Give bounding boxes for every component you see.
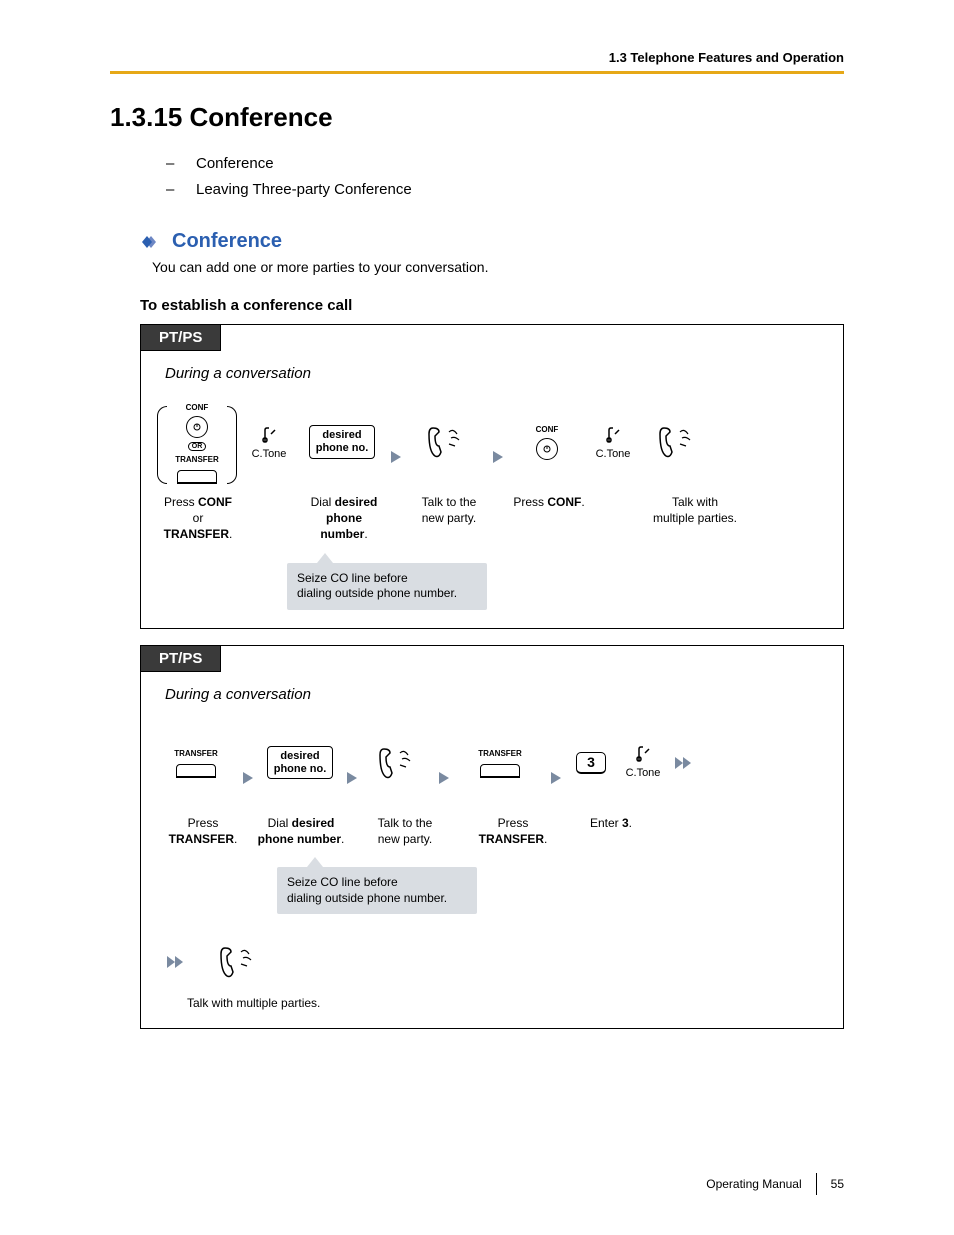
list-item: –Leaving Three-party Conference <box>166 177 844 203</box>
transfer-label: TRANSFER <box>478 749 522 758</box>
ctone-label: C.Tone <box>626 767 661 779</box>
caption: Enter 3. <box>581 815 641 831</box>
caption: Talk withmultiple parties. <box>645 494 745 526</box>
footer: Operating Manual 55 <box>706 1173 844 1195</box>
tone-icon <box>633 743 653 767</box>
bracket-icon <box>227 406 237 484</box>
talk-icon <box>376 743 420 783</box>
list-item: –Conference <box>166 151 844 177</box>
talk-icon <box>217 942 261 982</box>
caption: Press CONF. <box>513 494 585 510</box>
arrow-icon <box>389 449 403 465</box>
sub-heading: Conference <box>172 230 282 253</box>
bracket-icon <box>157 406 167 484</box>
flow-context: During a conversation <box>165 686 827 703</box>
step-dial: desired phone no. <box>301 406 383 484</box>
step-conf-or-transfer: CONF OR TRANSFER <box>167 406 227 484</box>
caption: Press TRANSFER. <box>463 815 563 847</box>
or-badge: OR <box>188 442 207 451</box>
step-ctone: C.Tone <box>243 424 295 460</box>
transfer-label: TRANSFER <box>174 749 218 758</box>
step-transfer: TRANSFER <box>457 727 543 805</box>
flow-context: During a conversation <box>165 365 827 382</box>
callout: Seize CO line before dialing outside pho… <box>277 867 477 914</box>
continue-arrow-icon <box>165 954 187 970</box>
arrow-icon <box>241 770 255 786</box>
arrow-icon <box>549 770 563 786</box>
ctone-label: C.Tone <box>252 448 287 460</box>
flow-box-1: PT/PS During a conversation CONF OR TRAN… <box>140 324 844 629</box>
step-conf: CONF <box>511 406 583 484</box>
caption: Talk with multiple parties. <box>187 996 827 1010</box>
conf-button-icon <box>536 438 558 460</box>
caption: Talk to thenew party. <box>411 494 487 526</box>
callout: Seize CO line before dialing outside pho… <box>287 563 487 610</box>
step-ctone: C.Tone <box>619 743 667 779</box>
intro-text: You can add one or more parties to your … <box>152 259 844 275</box>
transfer-label: TRANSFER <box>175 455 219 464</box>
continue-arrow-icon <box>673 755 695 771</box>
step-ctone: C.Tone <box>589 424 637 460</box>
flow-tab: PT/PS <box>141 646 221 672</box>
ctone-label: C.Tone <box>596 448 631 460</box>
arrow-icon <box>345 770 359 786</box>
conf-label: CONF <box>186 403 209 412</box>
bullet-list: –Conference –Leaving Three-party Confere… <box>166 151 844 202</box>
step-dial: desired phone no. <box>261 727 339 805</box>
step-talk-multi <box>643 406 713 484</box>
footer-manual: Operating Manual <box>706 1177 801 1191</box>
arrow-icon <box>491 449 505 465</box>
flow-tab: PT/PS <box>141 325 221 351</box>
caption: Dial desiredphone number. <box>303 494 385 543</box>
caption: Press CONFor TRANSFER. <box>157 494 239 543</box>
digit-key-icon: 3 <box>576 752 606 774</box>
transfer-key-icon <box>176 764 216 778</box>
step-transfer: TRANSFER <box>157 727 235 805</box>
talk-icon <box>656 422 700 462</box>
tone-icon <box>603 424 623 448</box>
arrow-icon <box>437 770 451 786</box>
phone-no-box: desired phone no. <box>267 746 334 779</box>
flow-box-2: PT/PS During a conversation TRANSFER <box>140 645 844 1030</box>
talk-icon <box>425 422 469 462</box>
transfer-key-icon <box>480 764 520 778</box>
tone-icon <box>259 424 279 448</box>
footer-page: 55 <box>831 1177 844 1191</box>
breadcrumb: 1.3 Telephone Features and Operation <box>110 50 844 65</box>
conf-button-icon <box>186 416 208 438</box>
conf-label: CONF <box>536 425 559 434</box>
diamond-icon <box>140 233 162 251</box>
page-title: 1.3.15 Conference <box>110 102 844 133</box>
phone-no-box: desired phone no. <box>309 425 376 458</box>
step-talk <box>409 406 485 484</box>
caption: Talk to thenew party. <box>365 815 445 847</box>
step-talk <box>365 727 431 805</box>
step-enter-3: 3 <box>569 727 613 805</box>
footer-separator <box>816 1173 817 1195</box>
header-rule <box>110 71 844 74</box>
caption: Dial desiredphone number. <box>255 815 347 847</box>
sub-bold-heading: To establish a conference call <box>140 297 844 314</box>
bullet-text: Conference <box>196 155 274 172</box>
transfer-key-icon <box>177 470 217 484</box>
bullet-text: Leaving Three-party Conference <box>196 181 412 198</box>
caption: Press TRANSFER. <box>157 815 249 847</box>
step-talk-multi <box>217 942 261 982</box>
